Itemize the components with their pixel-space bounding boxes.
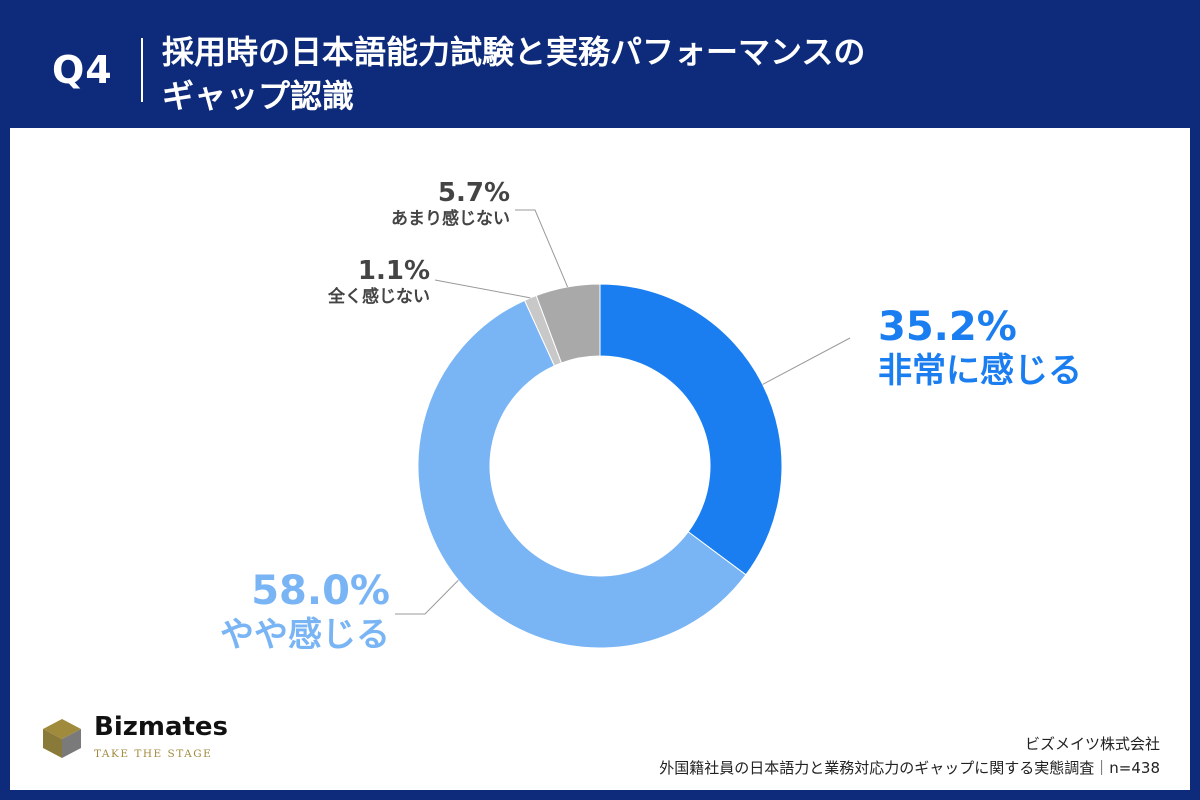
leader-very-much (762, 337, 851, 385)
slice-not-much (535, 283, 601, 364)
question-number: Q4 (52, 48, 113, 92)
label-somewhat: 58.0% やや感じる (200, 568, 390, 656)
footer-company: ビズメイツ株式会社 (1024, 735, 1160, 753)
leader-not-much (515, 209, 569, 288)
page-title: 採用時の日本語能力試験と実務パフォーマンスの ギャップ認識 (162, 30, 1142, 118)
label-very-much: 35.2% 非常に感じる (878, 304, 1082, 392)
brand-name: Bizmates (94, 712, 229, 742)
chart-panel: 35.2% 非常に感じる 58.0% やや感じる 1.1% 全く感じない 5.7… (10, 128, 1190, 790)
brand-tagline: TAKE THE STAGE (94, 748, 213, 760)
donut-chart (395, 209, 851, 649)
value-label-somewhat: 58.0% (251, 568, 390, 614)
label-not-much: 5.7% あまり感じない (340, 178, 510, 230)
slice-very-much (599, 283, 783, 576)
leader-somewhat (395, 579, 459, 615)
category-label-not-much: あまり感じない (391, 209, 510, 229)
title-line-1: 採用時の日本語能力試験と実務パフォーマンスの (162, 33, 866, 71)
bizmates-logo: Bizmates TAKE THE STAGE (40, 712, 228, 764)
label-not-at-all: 1.1% 全く感じない (280, 256, 430, 308)
title-line-2: ギャップ認識 (162, 77, 355, 115)
category-label-somewhat: やや感じる (220, 615, 390, 655)
title-divider (141, 38, 143, 102)
slice-somewhat (417, 299, 747, 649)
logo-cube-icon (43, 719, 81, 758)
value-label-not-much: 5.7% (437, 178, 510, 208)
header-band: Q4 採用時の日本語能力試験と実務パフォーマンスの ギャップ認識 (0, 0, 1200, 128)
footer-credits: ビズメイツ株式会社 外国籍社員の日本語力と業務対応力のギャップに関する実態調査｜… (659, 732, 1160, 780)
footer-source: 外国籍社員の日本語力と業務対応力のギャップに関する実態調査｜n=438 (659, 759, 1160, 777)
category-label-very-much: 非常に感じる (878, 351, 1082, 391)
value-label-very-much: 35.2% (878, 304, 1017, 350)
category-label-not-at-all: 全く感じない (328, 287, 430, 307)
value-label-not-at-all: 1.1% (357, 256, 430, 286)
leader-not-at-all (434, 279, 531, 299)
